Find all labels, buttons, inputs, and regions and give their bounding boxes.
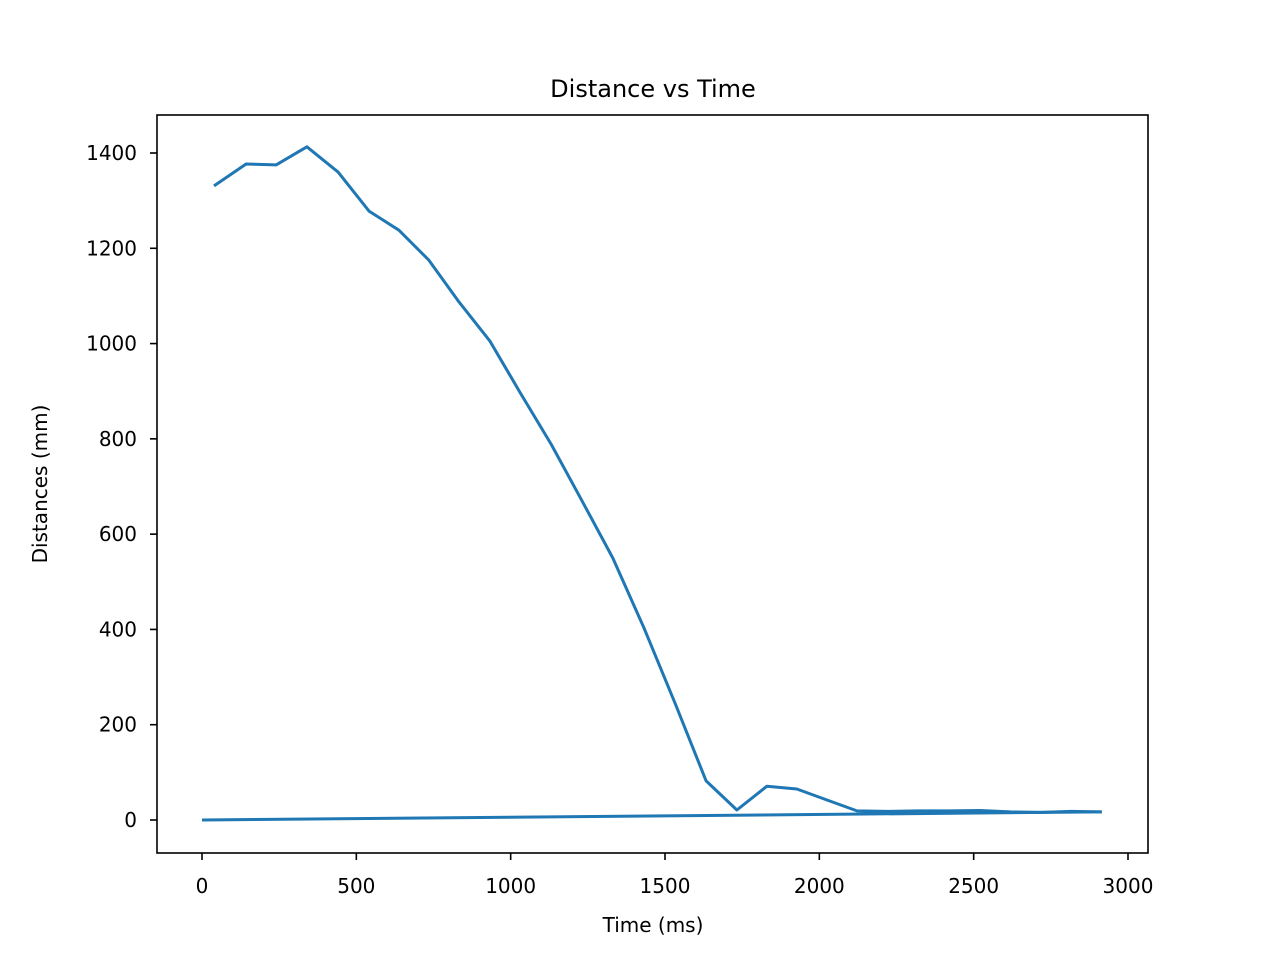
y-tick-label: 1400 xyxy=(86,141,137,165)
x-axis-ticks: 0 500 1000 1500 2000 2500 3000 xyxy=(196,853,1154,898)
axes-frame xyxy=(156,114,1149,854)
x-tick-label: 1000 xyxy=(485,874,536,898)
series-line-time-index-trace xyxy=(201,810,1102,822)
x-tick-label: 2000 xyxy=(794,874,845,898)
series-line-distance xyxy=(213,145,1102,814)
y-tick-label: 400 xyxy=(99,617,137,641)
x-tick-label: 500 xyxy=(337,874,375,898)
y-tick-label: 200 xyxy=(99,713,137,737)
x-tick-label: 3000 xyxy=(1103,874,1154,898)
y-tick-label: 800 xyxy=(99,427,137,451)
y-tick-label: 0 xyxy=(124,808,137,832)
y-tick-label: 1200 xyxy=(86,236,137,260)
x-axis-label: Time (ms) xyxy=(602,913,704,937)
x-tick-label: 0 xyxy=(196,874,209,898)
y-tick-label: 600 xyxy=(99,522,137,546)
y-tick-label: 1000 xyxy=(86,332,137,356)
x-tick-label: 2500 xyxy=(948,874,999,898)
y-axis-label: Distances (mm) xyxy=(28,405,52,564)
chart-title: Distance vs Time xyxy=(550,75,756,103)
y-axis-ticks: 0 200 400 600 800 1000 1200 1400 xyxy=(86,141,157,832)
x-tick-label: 1500 xyxy=(640,874,691,898)
plot-lines xyxy=(201,145,1102,822)
